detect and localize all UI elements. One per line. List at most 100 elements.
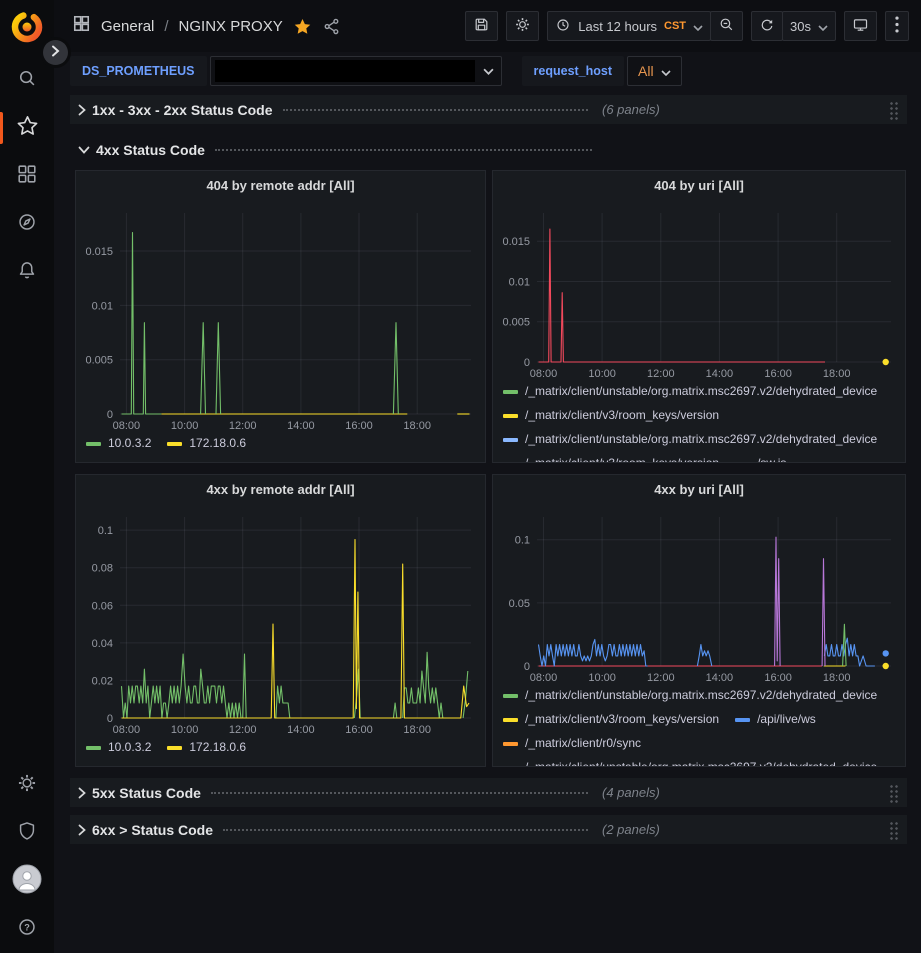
datasource-variable-label[interactable]: DS_PROMETHEUS (70, 56, 207, 86)
sidebar-item-alerting[interactable] (0, 248, 54, 296)
grafana-logo-icon (11, 11, 43, 43)
zoom-out-time-button[interactable] (710, 11, 744, 41)
time-series-chart[interactable]: 0 0.005 0.01 0.015 08:00 10:00 12:00 14:00 16:00… (76, 201, 485, 434)
svg-text:12:00: 12:00 (229, 420, 257, 432)
share-icon[interactable] (322, 17, 341, 36)
panel-title[interactable]: 4xx by remote addr [All] (206, 482, 355, 497)
save-dashboard-button[interactable] (465, 11, 499, 41)
chart-legend: /_matrix/client/unstable/org.matrix.msc2… (493, 382, 905, 462)
series-color-swatch (167, 441, 183, 446)
tv-mode-button[interactable] (844, 11, 877, 41)
row-4xx[interactable]: 4xx Status Code (70, 135, 907, 164)
refresh-interval-value: 30s (790, 18, 811, 34)
sidebar: ? (0, 0, 54, 953)
panel-title[interactable]: 404 by uri [All] (654, 178, 744, 193)
sidebar-item-server-admin[interactable] (0, 809, 54, 857)
time-controls: Last 12 hours CST (547, 11, 744, 41)
breadcrumb-folder[interactable]: General (101, 17, 155, 35)
panel-title[interactable]: 404 by remote addr [All] (206, 178, 355, 193)
legend-item[interactable]: 172.18.0.6 (167, 740, 246, 755)
favorite-star-icon[interactable] (293, 17, 312, 36)
series-label: /_matrix/client/unstable/org.matrix.msc2… (525, 760, 877, 766)
svg-text:0.02: 0.02 (92, 675, 113, 687)
sidebar-expand-button[interactable] (43, 40, 68, 65)
sidebar-item-dashboards[interactable] (0, 152, 54, 200)
star-icon (16, 114, 39, 142)
sidebar-item-search[interactable] (0, 56, 54, 104)
row-title[interactable]: 4xx Status Code (96, 141, 205, 158)
series-label: /sw.js (757, 456, 786, 462)
sidebar-item-profile[interactable] (0, 857, 54, 905)
series-color-swatch (503, 693, 518, 698)
legend-item[interactable]: /_matrix/client/unstable/org.matrix.msc2… (503, 432, 877, 447)
panel-title[interactable]: 4xx by uri [All] (654, 482, 744, 497)
chevron-down-icon (661, 63, 671, 79)
breadcrumb-separator: / (164, 17, 169, 35)
panel-404-by-uri: 404 by uri [All] 0 0.005 0.01 0.015 08:00 10:… (492, 170, 906, 463)
svg-text:18:00: 18:00 (823, 368, 851, 380)
svg-text:0: 0 (107, 713, 113, 725)
refresh-interval-dropdown[interactable]: 30s (782, 11, 836, 41)
legend-item[interactable]: /_matrix/client/unstable/org.matrix.msc2… (503, 760, 877, 766)
row-title[interactable]: 1xx - 3xx - 2xx Status Code (92, 101, 273, 118)
sidebar-item-starred[interactable] (0, 104, 54, 152)
legend-item[interactable]: /_matrix/client/r0/sync (503, 736, 641, 751)
svg-text:0.06: 0.06 (92, 600, 113, 612)
gear-icon (16, 772, 38, 799)
svg-text:0: 0 (524, 357, 530, 369)
legend-item[interactable]: /_matrix/client/v3/room_keys/version (503, 456, 719, 462)
series-label: 172.18.0.6 (189, 740, 247, 754)
request-host-variable-label[interactable]: request_host (521, 56, 625, 86)
compass-icon (16, 211, 38, 238)
time-series-chart[interactable]: 0 0.02 0.04 0.06 0.08 0.1 08:00 10:00 12:00 14:00… (76, 505, 485, 738)
clock-icon (555, 17, 571, 36)
row-title[interactable]: 6xx > Status Code (92, 821, 213, 838)
legend-item[interactable]: 10.0.3.2 (86, 436, 151, 451)
legend-item[interactable]: /_matrix/client/v3/room_keys/version (503, 408, 719, 423)
svg-text:18:00: 18:00 (823, 672, 851, 684)
series-label: /_matrix/client/unstable/org.matrix.msc2… (525, 384, 878, 398)
legend-item[interactable]: /sw.js (735, 456, 786, 462)
kebab-dots-icon (895, 16, 899, 36)
chart-legend: 10.0.3.2 172.18.0.6 (76, 738, 485, 766)
time-series-chart[interactable]: 0 0.005 0.01 0.015 08:00 10:00 12:00 14:00 16:00… (493, 201, 905, 382)
row-6xx[interactable]: 6xx > Status Code (2 panels) (70, 815, 907, 844)
svg-text:0.1: 0.1 (98, 525, 113, 537)
chart-legend: 10.0.3.2 172.18.0.6 (76, 434, 485, 462)
chevron-down-icon (693, 19, 703, 34)
sidebar-item-help[interactable]: ? (0, 905, 54, 953)
legend-item[interactable]: /_matrix/client/unstable/org.matrix.msc2… (503, 688, 877, 703)
row-title[interactable]: 5xx Status Code (92, 784, 201, 801)
series-color-swatch (503, 389, 518, 394)
breadcrumb-dashboard-title[interactable]: NGINX PROXY (178, 17, 283, 35)
row-1xx-3xx-2xx[interactable]: 1xx - 3xx - 2xx Status Code (6 panels) (70, 95, 907, 124)
sidebar-item-explore[interactable] (0, 200, 54, 248)
grafana-logo[interactable] (7, 6, 47, 46)
series-label: /_matrix/client/v3/room_keys/version (525, 712, 720, 726)
legend-item[interactable]: 10.0.3.2 (86, 740, 151, 755)
row-drag-handle[interactable] (889, 782, 899, 803)
series-label: /_matrix/client/unstable/org.matrix.msc2… (525, 432, 878, 446)
legend-item[interactable]: /api/live/ws (735, 712, 816, 727)
dashboard-settings-button[interactable] (506, 11, 540, 41)
request-host-value: All (638, 63, 654, 79)
svg-text:18:00: 18:00 (403, 420, 431, 432)
row-5xx[interactable]: 5xx Status Code (4 panels) (70, 778, 907, 807)
row-dotted-leader (210, 791, 588, 794)
legend-item[interactable]: /_matrix/client/v3/room_keys/version (503, 712, 719, 727)
row-drag-handle[interactable] (889, 819, 899, 840)
legend-item[interactable]: 172.18.0.6 (167, 436, 246, 451)
kebab-menu-button[interactable] (885, 11, 909, 41)
request-host-value-dropdown[interactable]: All (627, 56, 682, 86)
datasource-value-dropdown[interactable] (209, 56, 502, 86)
series-label: /api/live/ws (757, 712, 816, 726)
time-series-chart[interactable]: 0 0.05 0.1 08:00 10:00 12:00 14:00 16:00 18:00 (493, 505, 905, 686)
row-title-group: 1xx - 3xx - 2xx Status Code (92, 102, 592, 118)
row-drag-handle[interactable] (889, 99, 899, 120)
legend-item[interactable]: /_matrix/client/unstable/org.matrix.msc2… (503, 384, 877, 399)
sidebar-item-configuration[interactable] (0, 761, 54, 809)
active-indicator (0, 112, 3, 144)
time-range-picker[interactable]: Last 12 hours CST (547, 11, 712, 41)
refresh-button[interactable] (751, 11, 784, 41)
